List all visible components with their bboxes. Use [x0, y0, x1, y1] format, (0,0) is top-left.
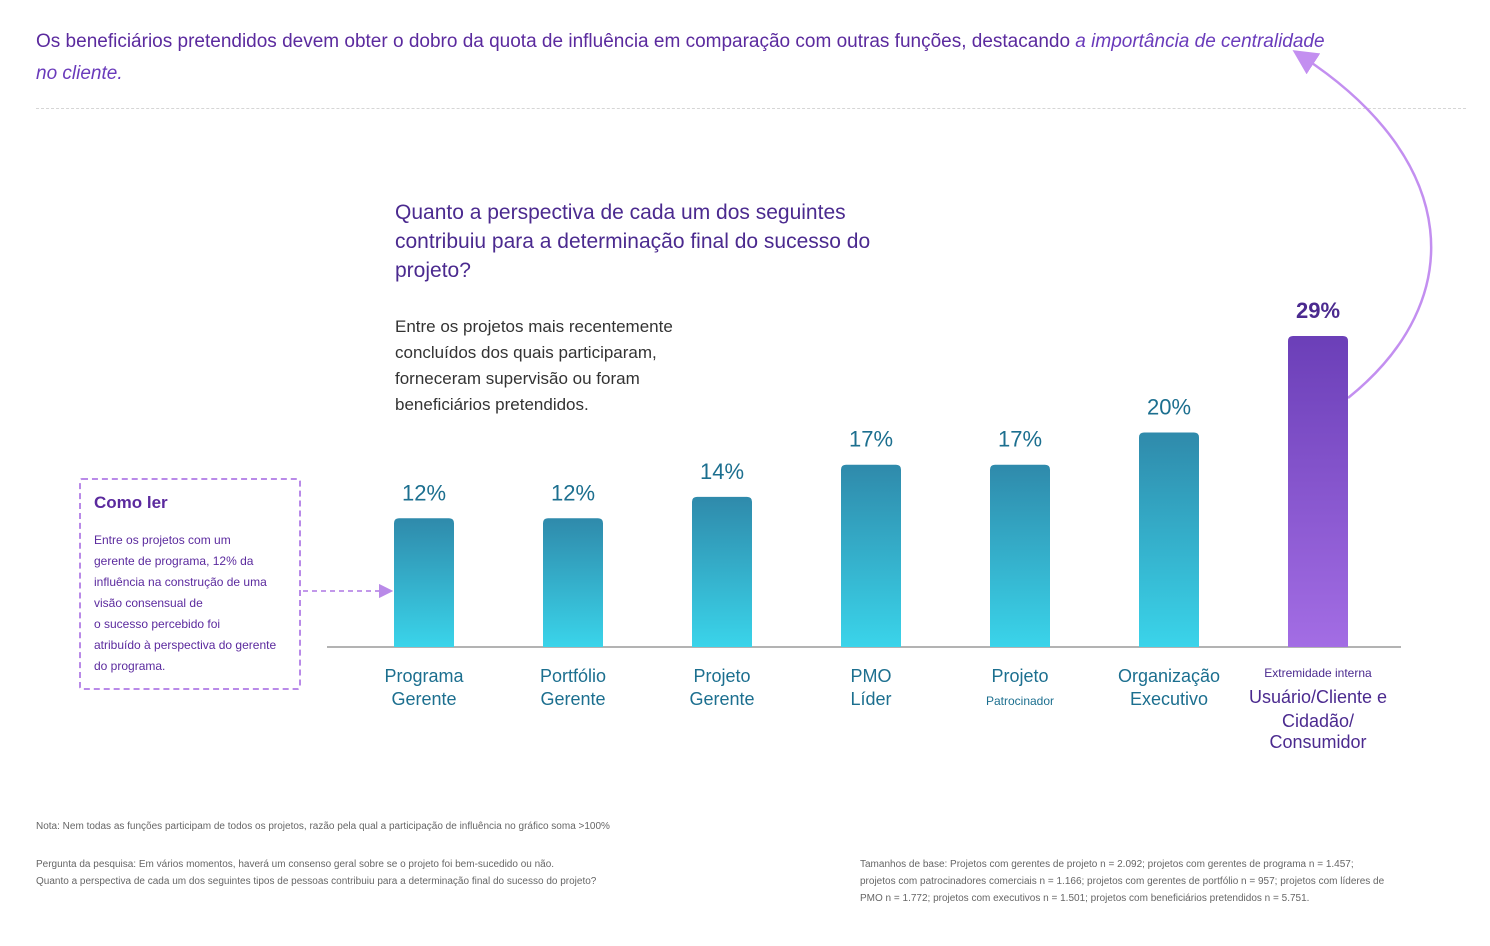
how-to-read-line: o sucesso percebido foi: [94, 617, 221, 631]
category-label-line: Organização: [1118, 666, 1220, 686]
value-label-4: 17%: [998, 427, 1042, 452]
bar-6: [1288, 336, 1348, 647]
how-to-read-line: visão consensual de: [94, 596, 203, 610]
footnote: Nota: Nem todas as funções participam de…: [36, 821, 610, 832]
value-label-3: 17%: [849, 427, 893, 452]
base-sizes-line: Tamanhos de base: Projetos com gerentes …: [860, 859, 1354, 870]
how-to-read-line: atribuído à perspectiva do gerente: [94, 638, 277, 652]
category-label-line: Programa: [384, 666, 464, 686]
bar-1: [543, 518, 603, 647]
category-label-2: Projeto Gerente: [689, 666, 754, 709]
callout-arrow: [1292, 50, 1433, 399]
bar-5: [1139, 432, 1199, 647]
category-label-line: Patrocinador: [986, 694, 1054, 708]
category-label-line: Consumidor: [1269, 732, 1366, 752]
category-label-3: PMO Líder: [850, 666, 891, 709]
how-to-read-line: do programa.: [94, 659, 166, 673]
category-label-line: Líder: [850, 689, 891, 709]
base-sizes-line: projetos com patrocinadores comerciais n…: [860, 876, 1385, 887]
headline-text: Os beneficiários pretendidos devem obter…: [36, 31, 1071, 52]
chart-question: Quanto a perspectiva de cada um dos segu…: [395, 201, 871, 282]
headline-emphasis: a importância de centralidade no cliente…: [36, 31, 1325, 84]
bar-3: [841, 464, 901, 647]
category-label-line: Extremidade interna: [1264, 666, 1372, 680]
category-label-1: Portfólio Gerente: [540, 666, 606, 709]
value-label-6: 29%: [1296, 298, 1340, 323]
category-label-0: Programa Gerente: [384, 666, 464, 709]
chart-subtitle: Entre os projetos mais recentemente conc…: [395, 317, 673, 414]
survey-question-line: Pergunta da pesquisa: Em vários momentos…: [36, 859, 555, 870]
category-label-line: Cidadão/: [1282, 711, 1354, 731]
value-label-0: 12%: [402, 480, 446, 505]
how-to-read-line: Entre os projetos com um: [94, 533, 231, 547]
category-label-4: Projeto Patrocinador: [986, 666, 1054, 708]
category-label-5: Organização Executivo: [1118, 666, 1220, 709]
survey-question-note: Pergunta da pesquisa: Em vários momentos…: [36, 856, 736, 890]
top-divider: [36, 108, 1466, 109]
category-label-6: Extremidade interna Usuário/Cliente e Cida…: [1249, 666, 1387, 752]
bar-4: [990, 464, 1050, 647]
category-label-line: Gerente: [391, 689, 456, 709]
bar-0: [394, 518, 454, 647]
value-label-1: 12%: [551, 480, 595, 505]
category-label-line: Usuário/Cliente e: [1249, 687, 1387, 707]
category-label-line: Executivo: [1130, 689, 1208, 709]
how-to-read-line: influência na construção de uma: [94, 575, 267, 589]
category-label-line: Projeto: [991, 666, 1048, 686]
bar-2: [692, 496, 752, 647]
category-label-line: Portfólio: [540, 666, 606, 686]
how-to-read-box: [79, 478, 301, 690]
how-to-read-line: gerente de programa, 12% da: [94, 554, 254, 568]
category-label-line: PMO: [850, 666, 891, 686]
survey-question-line: Quanto a perspectiva de cada um dos segu…: [36, 876, 597, 887]
category-label-line: Projeto: [693, 666, 750, 686]
category-label-line: Gerente: [689, 689, 754, 709]
base-sizes-line: PMO n = 1.772; projetos com executivos n…: [860, 893, 1310, 904]
category-label-line: Gerente: [540, 689, 605, 709]
how-to-read-title: Como ler: [94, 493, 168, 512]
headline: Os beneficiários pretendidos devem obter…: [36, 26, 1336, 90]
how-to-read-text: Entre os projetos com um gerente de prog…: [94, 530, 290, 677]
value-label-2: 14%: [700, 459, 744, 484]
base-sizes-note: Tamanhos de base: Projetos com gerentes …: [860, 856, 1460, 907]
value-label-5: 20%: [1147, 395, 1191, 420]
